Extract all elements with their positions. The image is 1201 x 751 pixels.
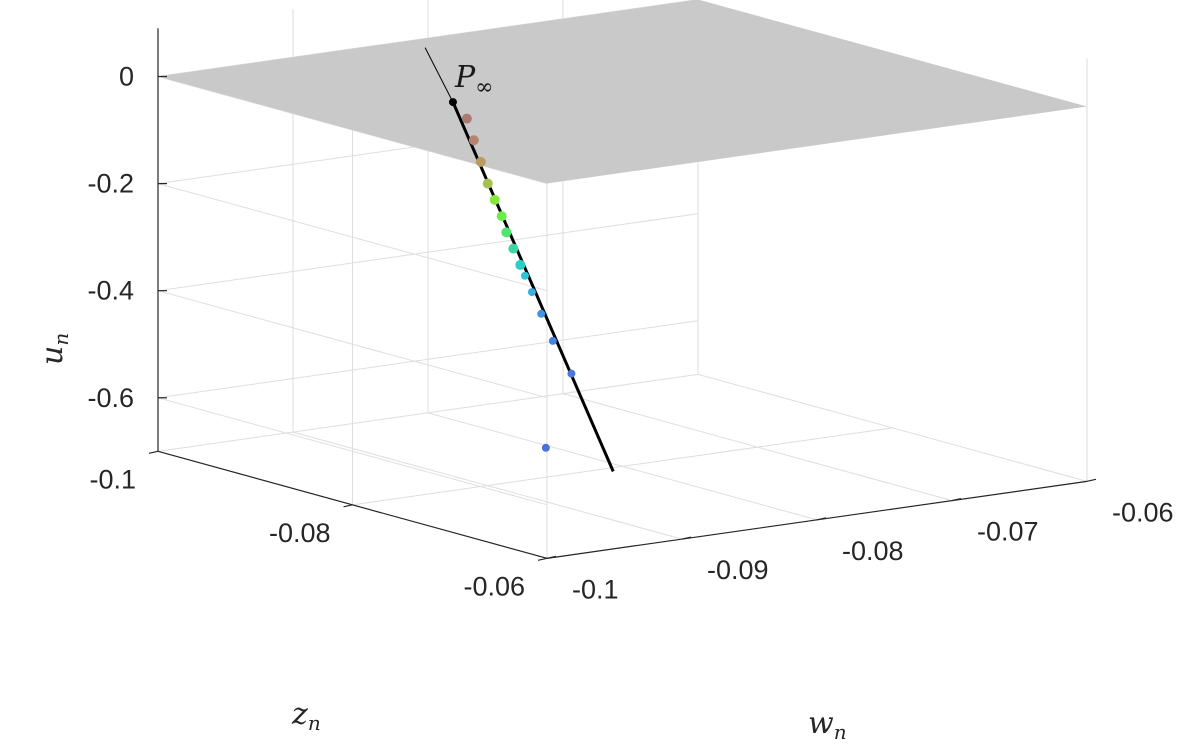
z-axis-line (157, 450, 548, 559)
w-tick-label-3: -0.07 (977, 517, 1039, 547)
z-axis-label-sub: n (308, 711, 321, 735)
line-segment-upper (424, 47, 454, 103)
grid-u-left-1 (157, 183, 548, 292)
data-point-7 (508, 243, 519, 254)
zero-plane (158, 0, 1087, 184)
data-point-8 (515, 259, 526, 270)
w-tick-label-0-mark (546, 555, 557, 559)
w-tick-label-4: -0.06 (1112, 497, 1174, 527)
data-point-0 (461, 113, 472, 124)
z-tick-label-0: -0.1 (89, 464, 136, 494)
z-axis-label: zn (291, 697, 321, 735)
data-point-6 (501, 227, 512, 238)
u-axis-label-sub: n (49, 333, 73, 346)
grid-z-floor-0 (157, 373, 699, 452)
data-point-5 (496, 211, 507, 222)
u-tick-label-2: -0.4 (87, 276, 134, 306)
grid-u-back-2 (157, 213, 699, 292)
data-point-13 (567, 369, 576, 378)
z-tick-label-1-mark (343, 504, 353, 508)
u-axis-label: un (35, 333, 73, 365)
data-point-10 (527, 288, 536, 297)
grid-u-left-2 (157, 290, 548, 399)
w-tick-label-2-mark (816, 517, 827, 521)
p-infinity-marker (448, 98, 457, 107)
w-axis-label: wn (808, 706, 847, 744)
data-point-12 (548, 336, 557, 345)
data-point-3 (482, 178, 493, 189)
u-tick-label-1: -0.2 (87, 169, 134, 199)
u-axis-label-main: u (35, 346, 70, 365)
w-tick-label-1: -0.09 (707, 555, 769, 585)
tick-labels: 0 -0.2 -0.4 -0.6 -0.1 -0.08 -0.06 -0.1 -0.09 -0.0… (87, 62, 1173, 605)
data-point-11 (537, 309, 546, 318)
w-tick-label-0: -0.1 (572, 574, 619, 604)
z-tick-label-0-mark (148, 450, 159, 454)
w-tick-label-3-mark (951, 498, 962, 502)
w-axis-label-main: w (808, 706, 834, 741)
w-axis-label-sub: n (834, 720, 847, 744)
data-point-14 (541, 443, 550, 452)
grid-u-back-3 (157, 320, 699, 399)
data-series (424, 47, 615, 473)
z-tick-label-2-mark (537, 557, 548, 561)
p-infinity-label-sub: ∞ (475, 75, 493, 100)
z-tick-label-1: -0.08 (269, 518, 331, 548)
data-point-9 (520, 271, 529, 280)
data-point-1 (468, 135, 479, 146)
data-point-2 (475, 156, 486, 167)
u-tick-label-0: 0 (119, 62, 134, 92)
w-tick-label-1-mark (681, 536, 692, 540)
p-infinity-label: P∞ (454, 60, 494, 100)
z-axis-label-main: z (291, 697, 308, 732)
p-infinity-annotation: P∞ (448, 60, 494, 107)
data-point-4 (489, 194, 500, 205)
z-tick-label-2: -0.06 (463, 571, 525, 601)
w-tick-label-4-mark (1086, 478, 1097, 482)
u-tick-label-3: -0.6 (87, 383, 134, 413)
grid-z-floor-1 (352, 427, 893, 506)
w-tick-label-2: -0.08 (842, 536, 904, 566)
p-infinity-label-main: P (454, 60, 476, 95)
grid-u-left-3 (157, 397, 548, 506)
